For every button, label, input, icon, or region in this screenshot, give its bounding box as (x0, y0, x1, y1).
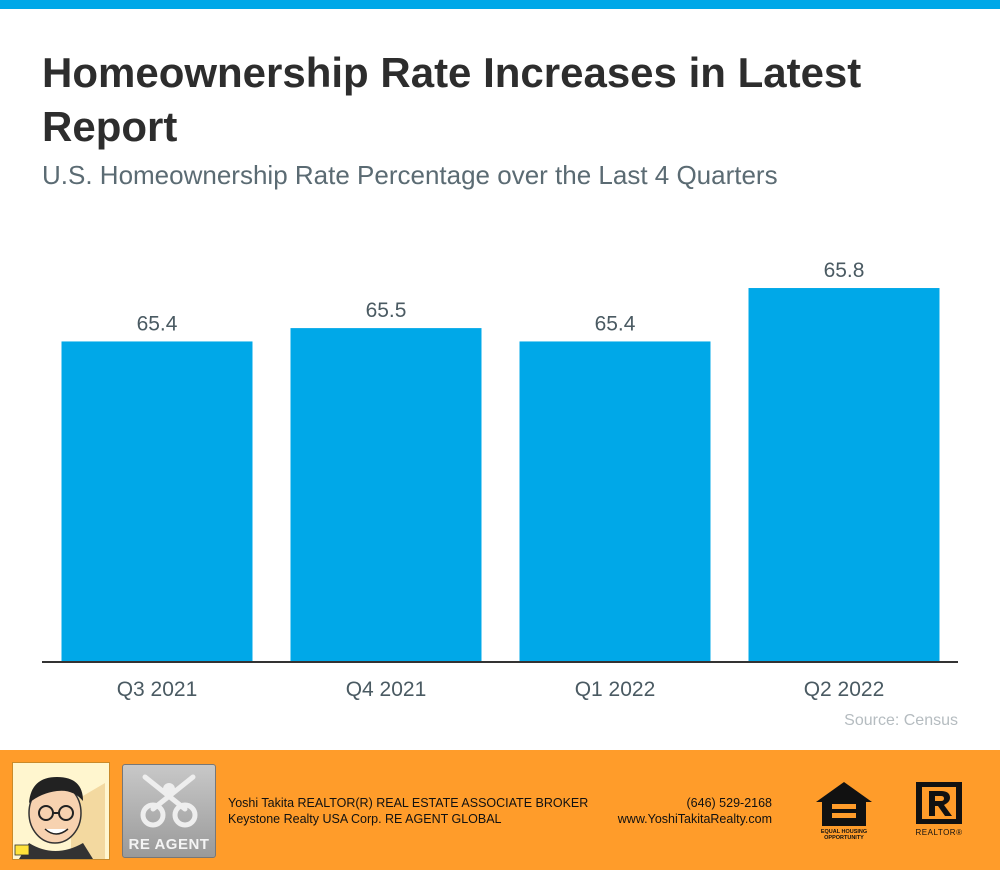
realtor-r-icon (916, 782, 962, 824)
agent-website: www.YoshiTakitaRealty.com (617, 812, 772, 826)
agent-contact: (646) 529-2168 www.YoshiTakitaRealty.com (608, 795, 772, 827)
agent-company-line: Keystone Realty USA Corp. RE AGENT GLOBA… (228, 812, 502, 826)
agent-photo (12, 762, 110, 860)
agent-phone: (646) 529-2168 (686, 796, 772, 810)
data-label: 65.4 (137, 312, 178, 335)
agent-name-line: Yoshi Takita REALTOR(R) REAL ESTATE ASSO… (228, 796, 589, 810)
chart-subtitle: U.S. Homeownership Rate Percentage over … (42, 160, 778, 190)
x-tick-label: Q4 2021 (346, 678, 427, 701)
keys-icon (140, 774, 198, 828)
data-label: 65.4 (595, 312, 636, 335)
source-note: Source: Census (844, 712, 958, 729)
x-tick-label: Q1 2022 (575, 678, 656, 701)
data-label: 65.5 (366, 299, 407, 322)
equal-housing-text: EQUAL HOUSING OPPORTUNITY (820, 829, 868, 841)
data-label: 65.8 (824, 259, 865, 282)
re-agent-logo-text: RE AGENT (128, 836, 210, 853)
equal-housing-logo: EQUAL HOUSING OPPORTUNITY (814, 780, 874, 841)
bar-q2-2022 (748, 288, 940, 662)
realtor-logo: REALTOR® (912, 780, 966, 840)
re-agent-logo: RE AGENT (122, 764, 216, 858)
agent-info: Yoshi Takita REALTOR(R) REAL ESTATE ASSO… (228, 795, 588, 827)
realtor-text: REALTOR® (915, 828, 963, 837)
bar-chart: 65.4 Q3 2021 65.5 Q4 2021 65.4 Q1 2022 65.8 Q2 … (42, 259, 958, 701)
x-tick-label: Q2 2022 (804, 678, 885, 701)
bar-q1-2022 (519, 341, 711, 662)
equal-housing-icon (816, 782, 872, 826)
agent-portrait-icon (13, 763, 109, 859)
footer-banner: RE AGENT Yoshi Takita REALTOR(R) REAL ES… (0, 750, 1000, 870)
x-tick-label: Q3 2021 (117, 678, 198, 701)
bar-q4-2021 (290, 328, 482, 662)
bar-q3-2021 (61, 341, 253, 662)
top-accent-bar (0, 0, 1000, 9)
chart-title: Homeownership Rate Increases in Latest R… (42, 49, 862, 150)
